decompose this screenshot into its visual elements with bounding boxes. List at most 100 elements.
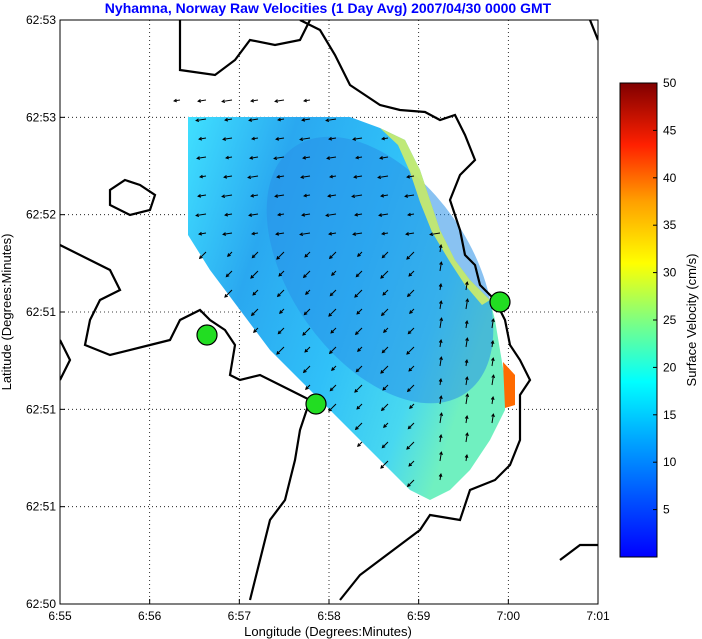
- velocity-arrow-head: [305, 386, 309, 390]
- velocity-arrow: [274, 156, 285, 160]
- velocity-arrow-head: [274, 194, 279, 198]
- velocity-arrow: [326, 213, 337, 217]
- velocity-arrow-head: [276, 293, 281, 298]
- velocity-arrow: [329, 346, 337, 354]
- velocity-arrow: [252, 289, 259, 296]
- velocity-arrow-head: [379, 156, 384, 160]
- colorbar-tick-label: 25: [663, 313, 677, 327]
- velocity-arrow: [304, 251, 311, 258]
- velocity-arrow-head: [408, 462, 413, 467]
- velocity-arrow-head: [491, 374, 496, 379]
- velocity-arrow-head: [406, 293, 411, 298]
- velocity-arrow: [329, 232, 337, 235]
- velocity-arrow-head: [250, 98, 255, 103]
- colorbar-label: Surface Velocity (cm/s): [684, 254, 699, 387]
- velocity-arrow: [407, 289, 415, 297]
- velocity-arrow: [250, 156, 259, 159]
- velocity-arrow-head: [252, 291, 257, 296]
- velocity-arrow-head: [408, 367, 413, 372]
- velocity-arrow-head: [352, 232, 357, 236]
- velocity-arrow-head: [380, 275, 384, 279]
- velocity-arrow: [326, 118, 337, 122]
- velocity-arrow: [302, 327, 311, 336]
- velocity-arrow: [354, 289, 363, 298]
- colorbar: [619, 82, 658, 558]
- velocity-arrow-head: [173, 98, 178, 103]
- velocity-arrow-head: [300, 175, 305, 179]
- velocity-arrow: [465, 394, 469, 405]
- velocity-arrow-head: [377, 175, 382, 180]
- coastline: [60, 20, 598, 601]
- velocity-arrow: [249, 213, 259, 216]
- velocity-arrow-head: [325, 213, 330, 218]
- velocity-arrow-head: [303, 98, 308, 103]
- velocity-arrow-head: [273, 156, 278, 161]
- velocity-arrow: [491, 319, 494, 329]
- velocity-arrow: [303, 270, 311, 278]
- velocity-arrow: [328, 403, 337, 412]
- velocity-arrow: [199, 137, 207, 140]
- velocity-arrow: [251, 194, 259, 197]
- velocity-arrow: [328, 194, 337, 197]
- velocity-arrow-head: [465, 376, 469, 381]
- velocity-arrow-head: [380, 370, 384, 374]
- velocity-arrow: [251, 251, 259, 259]
- velocity-arrow-head: [224, 294, 228, 298]
- velocity-arrow-head: [406, 174, 411, 179]
- velocity-arrow-head: [404, 194, 409, 198]
- velocity-arrow-head: [251, 136, 256, 141]
- velocity-arrow: [354, 175, 363, 178]
- velocity-arrow-head: [465, 281, 469, 286]
- velocity-arrow-head: [276, 174, 281, 179]
- velocity-arrow-head: [382, 291, 387, 296]
- velocity-arrow-head: [199, 174, 204, 179]
- velocity-arrow: [275, 99, 285, 102]
- velocity-arrow: [408, 270, 415, 277]
- velocity-arrow: [381, 403, 389, 411]
- velocity-arrow: [196, 213, 207, 217]
- velocity-arrow: [380, 156, 389, 159]
- velocity-arrow: [439, 262, 442, 272]
- velocity-arrow-head: [327, 194, 332, 198]
- velocity-arrow: [378, 175, 389, 179]
- velocity-arrow-head: [301, 118, 306, 122]
- velocity-arrow-head: [439, 412, 444, 417]
- velocity-arrow-head: [304, 348, 309, 353]
- velocity-arrow-head: [221, 194, 226, 199]
- velocity-arrow: [303, 308, 311, 316]
- velocity-arrow-head: [409, 405, 413, 409]
- x-tick-label: 6:56: [138, 609, 162, 623]
- y-tick-label: 62:50: [26, 597, 56, 611]
- velocity-arrow-head: [355, 273, 360, 278]
- velocity-arrow-head: [325, 118, 330, 123]
- velocity-arrow: [352, 194, 363, 198]
- radar-site-marker: [196, 324, 218, 346]
- velocity-arrow-head: [302, 332, 306, 336]
- velocity-arrow: [302, 118, 311, 121]
- velocity-arrow-head: [253, 329, 257, 333]
- velocity-arrow-head: [223, 175, 228, 179]
- velocity-arrow-head: [439, 300, 443, 305]
- y-tick-label: 62:51: [26, 402, 56, 416]
- velocity-arrow-head: [357, 443, 361, 447]
- velocity-arrow: [465, 377, 468, 386]
- velocity-arrow-head: [278, 272, 283, 277]
- velocity-arrow: [249, 118, 259, 121]
- velocity-arrow-head: [357, 253, 361, 257]
- velocity-arrow: [224, 175, 233, 178]
- velocity-arrow-head: [328, 255, 333, 260]
- velocity-arrow: [276, 232, 285, 235]
- y-tick-label: 62:53: [26, 110, 56, 124]
- velocity-arrow-head: [380, 465, 384, 469]
- velocity-arrow: [329, 137, 337, 140]
- velocity-arrow-head: [381, 136, 386, 141]
- velocity-arrow-head: [380, 193, 385, 198]
- velocity-arrow: [276, 251, 285, 260]
- velocity-arrow: [303, 365, 311, 373]
- velocity-arrow-head: [221, 99, 226, 104]
- colorbar-tick-label: 10: [663, 455, 677, 469]
- velocity-arrow-head: [302, 155, 307, 160]
- velocity-arrow: [355, 365, 363, 373]
- velocity-arrow: [353, 137, 363, 140]
- velocity-arrow-head: [275, 137, 280, 141]
